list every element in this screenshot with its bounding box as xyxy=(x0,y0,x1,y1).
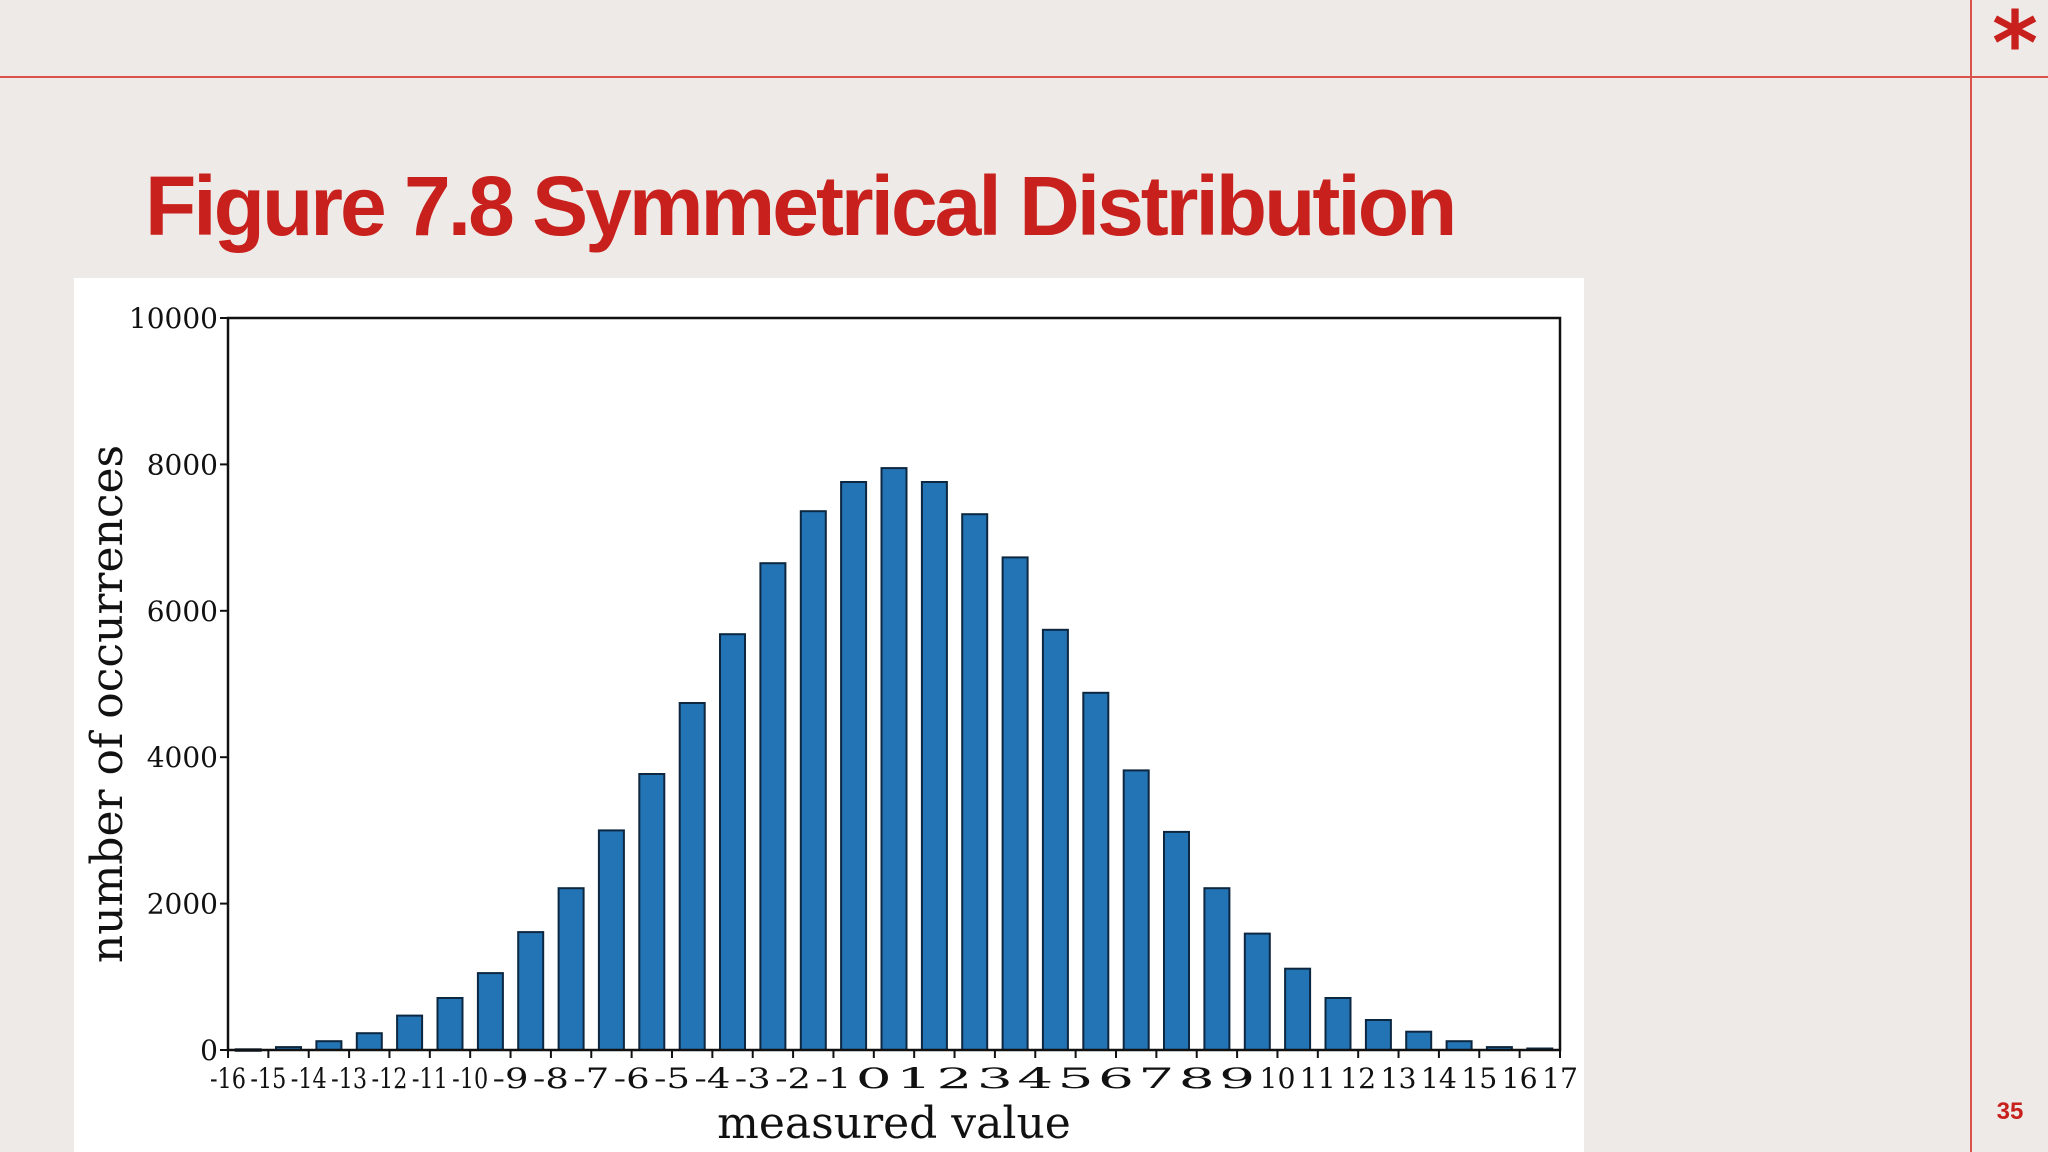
x-tick-label: 2 xyxy=(937,1062,973,1095)
x-tick-label: -1 xyxy=(815,1062,851,1095)
header-rule xyxy=(0,76,2048,78)
x-tick-label: 6 xyxy=(1098,1062,1134,1095)
bar--14 xyxy=(315,1040,343,1052)
x-tick-label: -7 xyxy=(573,1062,609,1095)
bar-7 xyxy=(1163,830,1190,1052)
x-tick-label: -13 xyxy=(331,1062,367,1095)
x-tick-label: 5 xyxy=(1058,1062,1094,1095)
bar--3 xyxy=(759,562,787,1051)
x-tick-label: -5 xyxy=(654,1062,690,1095)
bar--1 xyxy=(840,481,868,1051)
x-tick-label: 1 xyxy=(896,1062,932,1095)
x-tick-label: 7 xyxy=(1138,1062,1174,1095)
y-tick-label: 2000 xyxy=(147,888,218,921)
bar-1 xyxy=(920,481,948,1051)
bar--11 xyxy=(436,997,464,1051)
bar-2 xyxy=(961,513,989,1051)
bar-6 xyxy=(1122,769,1150,1051)
x-tick-label: 8 xyxy=(1179,1062,1215,1095)
bar--6 xyxy=(638,773,666,1051)
x-tick-label: 12 xyxy=(1340,1062,1376,1095)
x-tick-label: 4 xyxy=(1017,1062,1053,1095)
x-axis-ticks: -16 -15 -14 -13 -12 -11 -10 -9 -8 -7 -6 -5 -4 -3 -2 -1 0… xyxy=(210,1050,1578,1095)
y-tick-label: 8000 xyxy=(147,448,218,481)
bar-8 xyxy=(1203,887,1231,1052)
chart-panel: 0 2000 4000 6000 8000 10000 -16 -15 -14 -13 -12 -1… xyxy=(74,278,1584,1152)
x-tick-label: -10 xyxy=(452,1062,488,1095)
bar-11 xyxy=(1324,997,1352,1051)
bar--2 xyxy=(799,510,827,1051)
x-axis-title: measured value xyxy=(717,1098,1071,1149)
x-tick-label: 17 xyxy=(1542,1062,1578,1095)
bar-13 xyxy=(1405,1030,1433,1052)
bar-12 xyxy=(1364,1019,1392,1051)
x-tick-label: -4 xyxy=(694,1062,730,1095)
asterisk-icon: * xyxy=(1991,0,2039,95)
x-tick-label: 13 xyxy=(1381,1062,1417,1095)
x-tick-label: 3 xyxy=(977,1062,1013,1095)
slide-title: Figure 7.8 Symmetrical Distribution xyxy=(145,159,1457,253)
x-tick-label: 14 xyxy=(1421,1062,1457,1095)
bar--4 xyxy=(719,633,746,1051)
x-tick-label: 9 xyxy=(1219,1062,1255,1095)
x-tick-label: -8 xyxy=(533,1062,569,1095)
x-tick-label: 10 xyxy=(1259,1062,1295,1095)
bar--12 xyxy=(396,1014,424,1051)
x-tick-label: 11 xyxy=(1300,1062,1336,1095)
bar--9 xyxy=(517,931,545,1051)
y-tick-label: 0 xyxy=(200,1034,218,1067)
bar-9 xyxy=(1243,932,1271,1051)
bar--13 xyxy=(355,1032,383,1052)
x-tick-label: 0 xyxy=(856,1062,892,1095)
bar--5 xyxy=(678,702,706,1051)
x-tick-label: 16 xyxy=(1502,1062,1538,1095)
x-tick-label: -3 xyxy=(735,1062,771,1095)
x-tick-label: -14 xyxy=(291,1062,327,1095)
bar-0 xyxy=(880,467,908,1052)
y-tick-label: 4000 xyxy=(147,741,218,774)
x-tick-label: -15 xyxy=(250,1062,286,1095)
bar-3 xyxy=(1001,556,1029,1051)
margin-rule xyxy=(1970,0,1972,1152)
y-tick-label: 10000 xyxy=(129,302,218,335)
bars-group xyxy=(234,467,1554,1052)
x-tick-label: -6 xyxy=(614,1062,650,1095)
bar-14 xyxy=(1445,1040,1473,1052)
y-tick-label: 6000 xyxy=(147,595,218,628)
bar-10 xyxy=(1284,967,1312,1052)
x-tick-label: 15 xyxy=(1461,1062,1497,1095)
bar--10 xyxy=(476,972,504,1051)
bar-4 xyxy=(1041,628,1069,1051)
bar--7 xyxy=(597,829,625,1052)
bar--8 xyxy=(557,887,585,1052)
y-axis-title: number of occurrences xyxy=(82,445,133,963)
x-tick-label: -9 xyxy=(493,1062,529,1095)
x-tick-label: -11 xyxy=(412,1062,448,1095)
y-axis-ticks: 0 2000 4000 6000 8000 10000 xyxy=(129,302,228,1067)
x-tick-label: -16 xyxy=(210,1062,246,1095)
page-number: 35 xyxy=(1996,1098,2024,1125)
x-tick-label: -2 xyxy=(775,1062,811,1095)
bar-5 xyxy=(1082,691,1110,1051)
plot-frame xyxy=(226,316,1562,1052)
x-tick-label: -12 xyxy=(371,1062,407,1095)
